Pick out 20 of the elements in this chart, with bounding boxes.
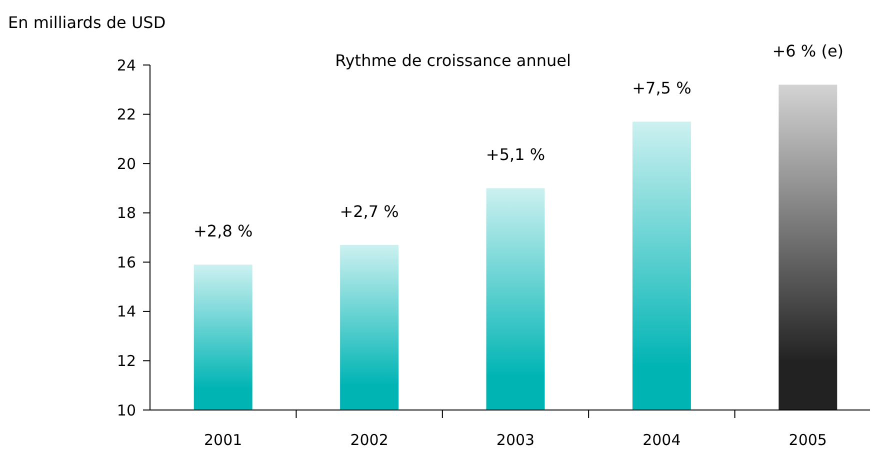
annotation: +2,7 % (340, 202, 399, 221)
annotation: +7,5 % (632, 78, 692, 98)
x-tick-label: 2001 (204, 431, 242, 449)
y-tick-label: 24 (116, 56, 136, 74)
y-tick-label: 18 (116, 204, 136, 222)
x-tick-label: 2002 (350, 431, 388, 449)
y-tick-label: 22 (116, 106, 136, 124)
y-tick-label: 12 (116, 352, 136, 370)
y-axis-title: En milliards de USD (8, 13, 166, 32)
annotation: +5,1 % (486, 145, 546, 164)
annotation: +2,8 % (194, 222, 253, 241)
x-tick-label: 2003 (496, 431, 535, 449)
y-tick-label: 14 (116, 302, 136, 321)
annotation: +6 % (e) (772, 42, 844, 61)
x-tick-label: 2004 (642, 431, 681, 449)
x-tick-label: 2005 (788, 431, 827, 449)
y-tick-label: 16 (116, 253, 136, 272)
y-tick-label: 10 (116, 401, 136, 420)
y-tick-label: 20 (116, 154, 136, 173)
annotation: Rythme de croissance annuel (335, 51, 571, 70)
